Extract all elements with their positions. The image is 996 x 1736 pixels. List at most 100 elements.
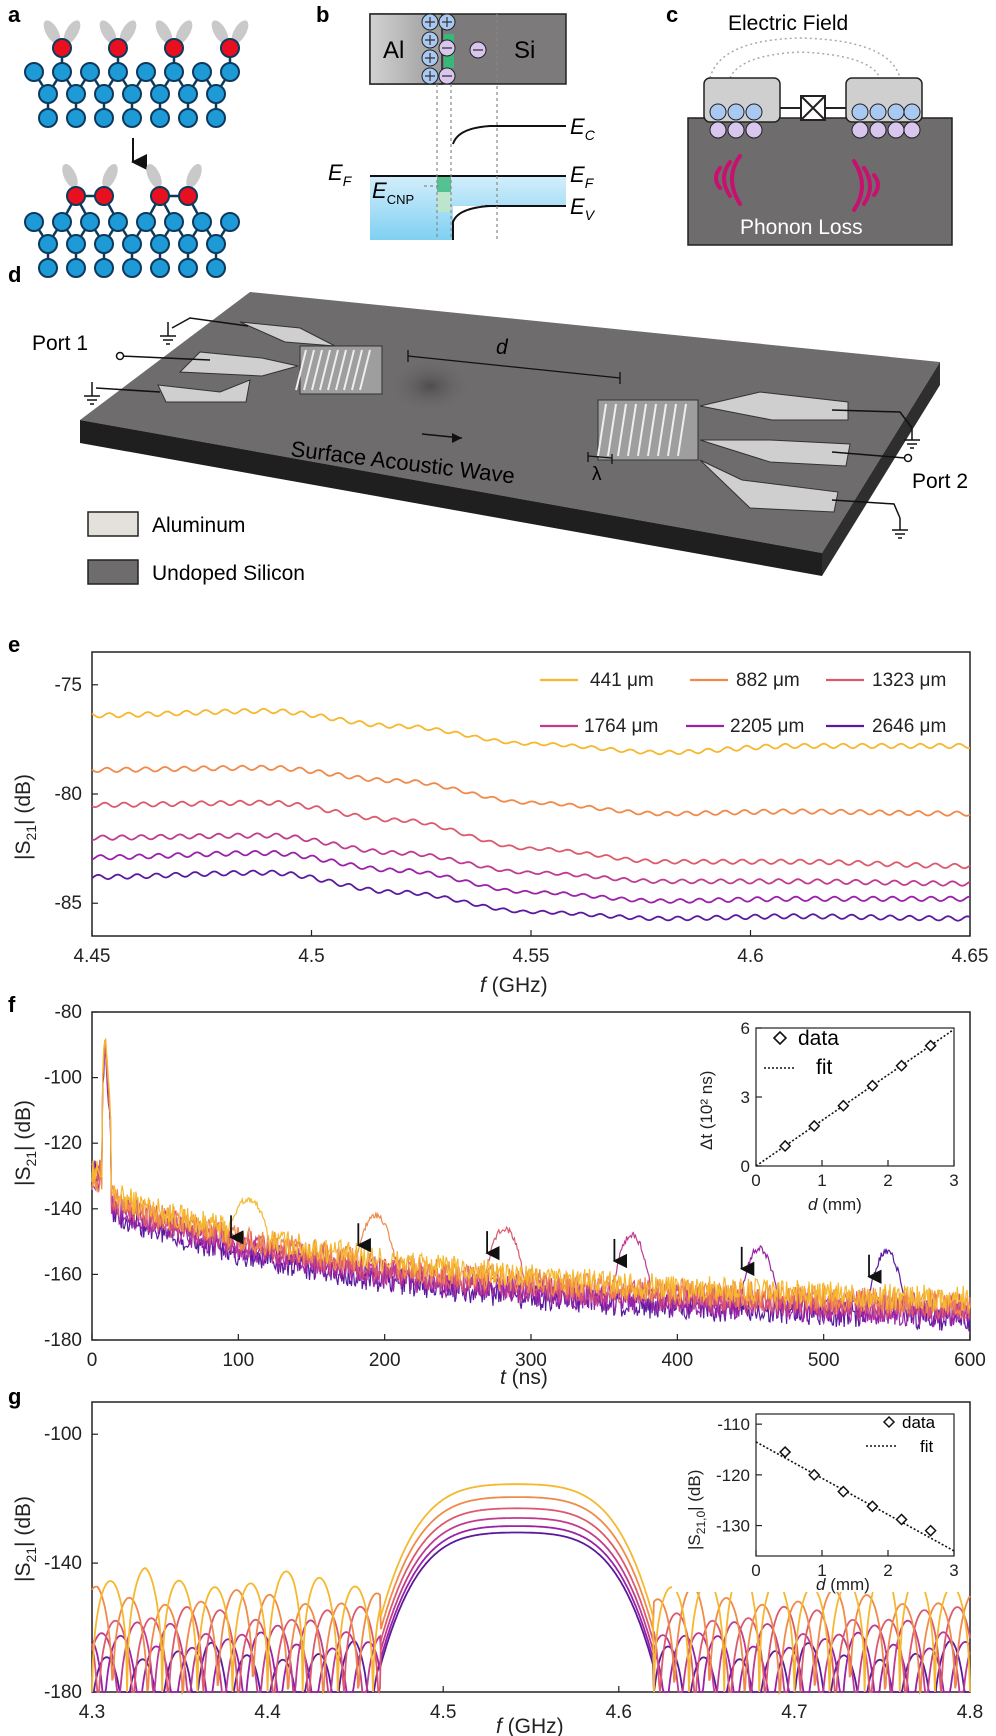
x-tick-label: 1 — [817, 1561, 826, 1580]
legend-text-441: 441 μm — [590, 670, 654, 691]
chip-side — [822, 362, 940, 576]
dangling-bonds-bottom — [62, 163, 202, 189]
ef-right-label: EF — [570, 162, 595, 191]
y-tick-label: 3 — [741, 1088, 750, 1107]
panel-c: c Electric Field Phonon Loss — [666, 2, 953, 246]
y-tick-label: -120 — [716, 1466, 750, 1485]
x-tick-label: 4.5 — [430, 1702, 456, 1723]
x-tick-label: 0 — [87, 1350, 98, 1371]
inset-ylabel-f: Δt (10² ns) — [697, 1071, 716, 1150]
charges-c — [709, 103, 921, 139]
x-tick-label: 3 — [949, 1171, 958, 1190]
ev-label: EV — [570, 194, 596, 223]
legend-al-label: Aluminum — [152, 514, 245, 537]
xlabel-f: t (ns) — [500, 1366, 548, 1389]
y-tick-label: -130 — [716, 1517, 750, 1536]
band-diagram — [370, 14, 566, 240]
series-line-e-3 — [91, 832, 971, 887]
inset-data-point-g — [779, 1445, 792, 1459]
y-tick-label: -100 — [44, 1068, 82, 1089]
x-tick-label: 2 — [883, 1561, 892, 1580]
series-line-f-0 — [91, 1038, 971, 1312]
series-line-g-4 — [91, 1525, 971, 1693]
x-tick-label: 600 — [954, 1350, 986, 1371]
legend-si-swatch — [87, 559, 139, 585]
x-tick-label: 1 — [817, 1171, 826, 1190]
panel-e: e 4.45 4.5 4.55 4.6 4.65 -75 -80 -85 f (GHz) |S… — [8, 632, 988, 997]
axes-g — [91, 1401, 971, 1693]
legend-text-2205: 2205 μm — [730, 716, 804, 737]
y-tick-label: -140 — [44, 1199, 82, 1220]
panel-g: g 4.3 4.4 4.5 4.6 4.7 4.8 -100 -140 -180 f (GHz)… — [8, 1384, 983, 1736]
inset-legend-marker-g — [882, 1415, 896, 1429]
y-tick-label: -80 — [55, 1002, 82, 1023]
y-tick-label: -120 — [44, 1133, 82, 1154]
inset-data-point-f — [837, 1099, 850, 1112]
inset-axes-g — [755, 1413, 955, 1557]
ef-left-label: EF — [328, 160, 353, 189]
y-tick-label: -85 — [55, 893, 82, 914]
electric-field-label: Electric Field — [728, 12, 848, 35]
ticks-g: 4.3 4.4 4.5 4.6 4.7 4.8 -100 -140 -180 — [44, 1424, 983, 1723]
distance-marker — [407, 350, 621, 464]
x-tick-label: 4.6 — [606, 1702, 632, 1723]
x-tick-label: 400 — [661, 1350, 693, 1371]
distance-label: d — [496, 336, 509, 359]
series-line-f-1 — [91, 1040, 971, 1316]
x-tick-label: 4.6 — [737, 946, 763, 967]
inset-ticks-g: 0 1 2 3 -110 -120 -130 — [716, 1415, 959, 1580]
x-tick-label: 4.7 — [781, 1702, 807, 1723]
atoms-bottom — [24, 186, 240, 278]
port1-label: Port 1 — [32, 332, 88, 355]
atoms-top — [24, 38, 240, 128]
inset-ylabel-g: |S21,0| (dB) — [685, 1470, 708, 1550]
inset-legend-data-f: data — [798, 1027, 839, 1050]
inset-g: 0 1 2 3 -110 -120 -130 d (mm) |S21,0| (dB) dat… — [672, 1408, 964, 1594]
y-tick-label: -180 — [44, 1330, 82, 1351]
x-tick-label: 4.8 — [957, 1702, 983, 1723]
legend-text-882: 882 μm — [736, 670, 800, 691]
y-tick-label: -140 — [44, 1553, 82, 1574]
series-line-e-5 — [91, 869, 971, 922]
y-tick-label: -180 — [44, 1682, 82, 1703]
inset-legend-data-g: data — [902, 1413, 936, 1432]
series-line-g-0 — [91, 1483, 971, 1693]
x-tick-label: 4.55 — [513, 946, 550, 967]
x-tick-label: 500 — [808, 1350, 840, 1371]
lattice-bottom — [32, 194, 232, 268]
arrows-f — [229, 1215, 882, 1284]
ec-label: EC — [570, 114, 596, 143]
inset-fit-line-g — [755, 1441, 955, 1552]
panel-label-e: e — [8, 632, 20, 657]
legend-text-2646: 2646 μm — [872, 716, 946, 737]
series-line-g-1 — [91, 1496, 971, 1696]
series-line-e-4 — [91, 849, 971, 904]
inset-data-point-f — [895, 1059, 908, 1072]
ylabel-g: |S21| (dB) — [12, 1496, 39, 1582]
inset-data-point-f — [924, 1039, 937, 1052]
inset-marks-g — [755, 1441, 955, 1552]
al-label: Al — [383, 37, 404, 64]
chip-front — [80, 420, 822, 576]
chip-top — [80, 292, 940, 553]
phonon-loss-label: Phonon Loss — [740, 216, 863, 239]
panel-label-f: f — [8, 992, 16, 1017]
series-g — [91, 1483, 971, 1696]
panel-label-a: a — [8, 2, 21, 27]
x-tick-label: 3 — [949, 1561, 958, 1580]
x-tick-label: 0 — [751, 1171, 760, 1190]
legend-e: 441 μm 882 μm 1323 μm 1764 μm 2205 μm 26… — [540, 670, 946, 737]
saw-ripple — [388, 358, 472, 414]
x-tick-label: 4.65 — [952, 946, 989, 967]
inset-marks-f — [755, 1029, 954, 1167]
inset-legend-marker-f — [772, 1030, 788, 1046]
inset-legend-fit-f: fit — [816, 1056, 833, 1079]
y-tick-label: 6 — [741, 1019, 750, 1038]
inset-data-point-f — [808, 1119, 821, 1133]
inset-data-point-f — [866, 1079, 879, 1092]
lattice-top — [32, 48, 232, 118]
legend-text-1323: 1323 μm — [872, 670, 946, 691]
ylabel-f: |S21| (dB) — [12, 1100, 39, 1186]
series-line-g-3 — [91, 1517, 971, 1693]
